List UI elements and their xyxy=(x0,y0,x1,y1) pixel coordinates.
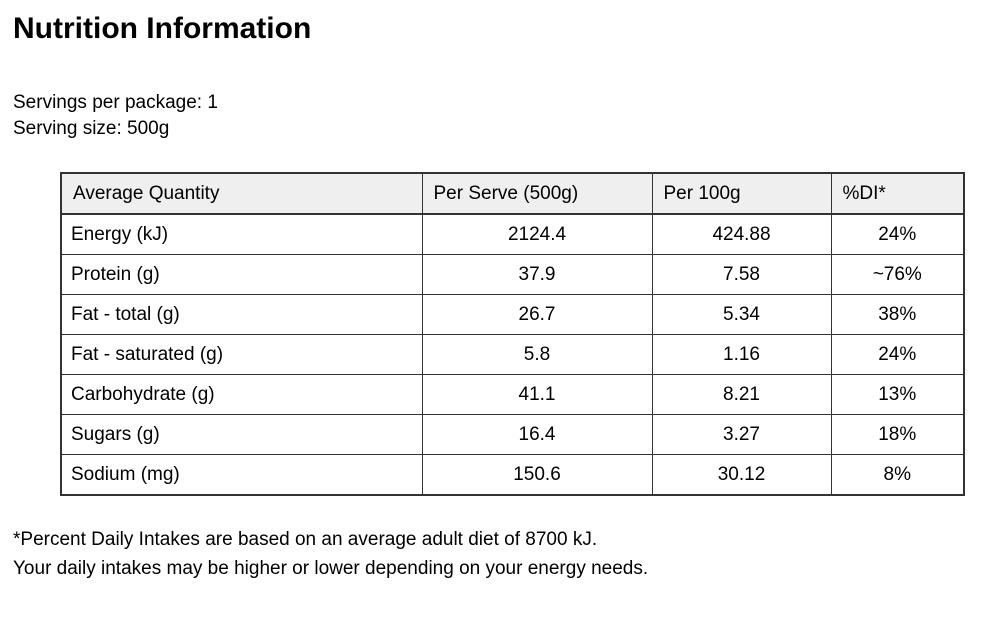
nutrient-row-protein: Protein (g) 37.9 7.58 ~76% xyxy=(60,254,965,295)
nutrient-row-fat-total: Fat - total (g) 26.7 5.34 38% xyxy=(60,294,965,335)
header-di: %DI* xyxy=(830,172,965,215)
per-serve-cell: 150.6 xyxy=(421,454,653,496)
nutrient-name-cell: Energy (kJ) xyxy=(60,213,423,255)
nutrition-table: Average Quantity Per Serve (500g) Per 10… xyxy=(60,172,965,496)
nutrient-name-cell: Sodium (mg) xyxy=(60,454,423,496)
di-cell: 24% xyxy=(830,334,965,375)
per-100g-cell: 8.21 xyxy=(651,374,832,415)
per-100g-cell: 30.12 xyxy=(651,454,832,496)
per-100g-cell: 1.16 xyxy=(651,334,832,375)
di-cell: 13% xyxy=(830,374,965,415)
di-cell: 24% xyxy=(830,213,965,255)
nutrient-name-cell: Fat - saturated (g) xyxy=(60,334,423,375)
per-serve-cell: 26.7 xyxy=(421,294,653,335)
footnote: *Percent Daily Intakes are based on an a… xyxy=(13,525,987,583)
di-cell: 38% xyxy=(830,294,965,335)
nutrient-name-cell: Protein (g) xyxy=(60,254,423,295)
table-header-row: Average Quantity Per Serve (500g) Per 10… xyxy=(60,172,965,215)
servings-per-package-text: Servings per package: 1 xyxy=(13,92,218,113)
per-100g-cell: 424.88 xyxy=(651,213,832,255)
page-title: Nutrition Information xyxy=(13,12,312,45)
per-serve-cell: 41.1 xyxy=(421,374,653,415)
nutrient-row-energy: Energy (kJ) 2124.4 424.88 24% xyxy=(60,213,965,255)
nutrient-name-cell: Sugars (g) xyxy=(60,414,423,455)
footnote-energy-needs: Your daily intakes may be higher or lowe… xyxy=(13,558,649,579)
di-cell: 18% xyxy=(830,414,965,455)
nutrient-row-fat-saturated: Fat - saturated (g) 5.8 1.16 24% xyxy=(60,334,965,375)
nutrient-row-carbohydrate: Carbohydrate (g) 41.1 8.21 13% xyxy=(60,374,965,415)
footnote-daily-intake-basis: *Percent Daily Intakes are based on an a… xyxy=(13,529,598,550)
per-serve-cell: 37.9 xyxy=(421,254,653,295)
di-cell: 8% xyxy=(830,454,965,496)
serving-size-text: Serving size: 500g xyxy=(13,118,170,139)
nutrient-row-sodium: Sodium (mg) 150.6 30.12 8% xyxy=(60,454,965,496)
per-serve-cell: 2124.4 xyxy=(421,213,653,255)
header-per-serve: Per Serve (500g) xyxy=(421,172,653,215)
per-serve-cell: 16.4 xyxy=(421,414,653,455)
header-per-100g: Per 100g xyxy=(651,172,832,215)
per-100g-cell: 3.27 xyxy=(651,414,832,455)
header-average-quantity: Average Quantity xyxy=(60,172,423,215)
nutrient-row-sugars: Sugars (g) 16.4 3.27 18% xyxy=(60,414,965,455)
di-cell: ~76% xyxy=(830,254,965,295)
per-100g-cell: 7.58 xyxy=(651,254,832,295)
nutrient-name-cell: Carbohydrate (g) xyxy=(60,374,423,415)
serving-info: Servings per package: 1 Serving size: 50… xyxy=(13,90,987,142)
per-100g-cell: 5.34 xyxy=(651,294,832,335)
per-serve-cell: 5.8 xyxy=(421,334,653,375)
nutrient-name-cell: Fat - total (g) xyxy=(60,294,423,335)
